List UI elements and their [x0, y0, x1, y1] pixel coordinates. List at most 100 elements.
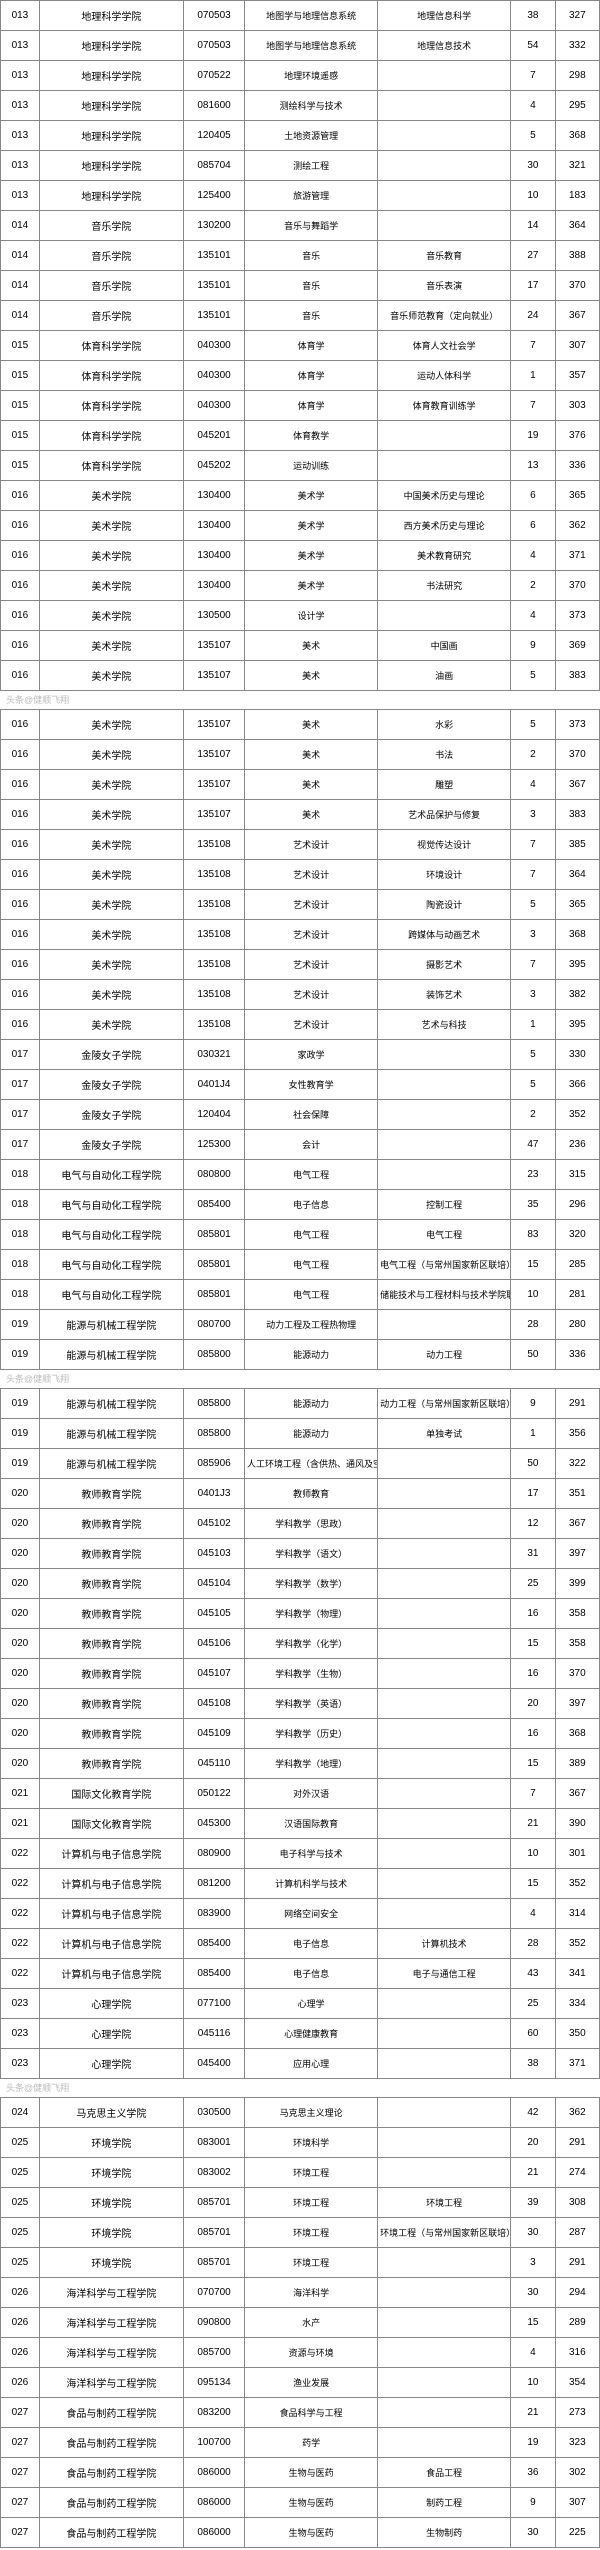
table-cell: 21 [511, 1809, 555, 1839]
table-cell: 运动训练 [245, 451, 378, 481]
table-cell: 085801 [184, 1220, 245, 1250]
table-cell: 学科教学（化学） [245, 1629, 378, 1659]
table-cell [378, 2308, 511, 2338]
table-cell [378, 2128, 511, 2158]
table-cell: 135108 [184, 920, 245, 950]
table-cell: 6 [511, 511, 555, 541]
table-row: 016美术学院130500设计学4373 [1, 601, 600, 631]
table-cell: 015 [1, 331, 40, 361]
table-row: 016美术学院135107美术雕塑4367 [1, 770, 600, 800]
table-cell: 生物与医药 [245, 2458, 378, 2488]
table-cell: 美术学院 [39, 800, 183, 830]
table-cell: 023 [1, 2019, 40, 2049]
table-row: 020教师教育学院045104学科教学（数学）25399 [1, 1569, 600, 1599]
table-cell: 2 [511, 1100, 555, 1130]
table-cell: 学科教学（数学） [245, 1569, 378, 1599]
table-cell: 183 [555, 181, 599, 211]
table-cell: 60 [511, 2019, 555, 2049]
table-cell [378, 151, 511, 181]
table-cell: 100700 [184, 2428, 245, 2458]
table-cell: 135101 [184, 271, 245, 301]
table-row: 018电气与自动化工程学院085801电气工程电气工程83320 [1, 1220, 600, 1250]
table-cell: 4 [511, 601, 555, 631]
table-cell [378, 1539, 511, 1569]
table-cell: 083002 [184, 2158, 245, 2188]
table-cell: 016 [1, 980, 40, 1010]
table-cell: 027 [1, 2458, 40, 2488]
table-cell: 395 [555, 950, 599, 980]
table-cell: 电气与自动化工程学院 [39, 1250, 183, 1280]
table-cell: 382 [555, 980, 599, 1010]
table-row: 018电气与自动化工程学院085400电子信息控制工程35296 [1, 1190, 600, 1220]
table-cell: 电子信息 [245, 1929, 378, 1959]
table-cell: 026 [1, 2338, 40, 2368]
table-row: 021国际文化教育学院045300汉语国际教育21390 [1, 1809, 600, 1839]
table-cell: 音乐 [245, 241, 378, 271]
table-cell: 美术学院 [39, 830, 183, 860]
table-cell: 4 [511, 2338, 555, 2368]
table-cell [378, 2248, 511, 2278]
table-cell: 334 [555, 1989, 599, 2019]
table-row: 026海洋科学与工程学院090800水产15289 [1, 2308, 600, 2338]
table-cell: 019 [1, 1310, 40, 1340]
table-cell: 地理科学学院 [39, 61, 183, 91]
table-cell: 心理学 [245, 1989, 378, 2019]
table-cell: 地图学与地理信息系统 [245, 1, 378, 31]
table-cell: 018 [1, 1190, 40, 1220]
table-cell: 金陵女子学院 [39, 1100, 183, 1130]
table-cell: 国际文化教育学院 [39, 1809, 183, 1839]
table-cell: 5 [511, 661, 555, 691]
table-cell: 地理科学学院 [39, 31, 183, 61]
table-cell [378, 121, 511, 151]
table-cell: 296 [555, 1190, 599, 1220]
table-cell: 教师教育学院 [39, 1689, 183, 1719]
table-cell: 美术 [245, 770, 378, 800]
table-cell: 能源与机械工程学院 [39, 1449, 183, 1479]
table-row: 019能源与机械工程学院085800能源动力单独考试1356 [1, 1419, 600, 1449]
table-cell: 026 [1, 2308, 40, 2338]
table-cell: 135107 [184, 661, 245, 691]
table-cell: 350 [555, 2019, 599, 2049]
table-row: 016美术学院135107美术中国画9369 [1, 631, 600, 661]
table-cell: 291 [555, 1389, 599, 1419]
table-cell: 单独考试 [378, 1419, 511, 1449]
table-cell: 雕塑 [378, 770, 511, 800]
table-cell: 5 [511, 890, 555, 920]
table-cell: 397 [555, 1539, 599, 1569]
table-cell: 025 [1, 2128, 40, 2158]
section-gap: 头条@健顺飞翔 [0, 2079, 600, 2097]
table-cell: 艺术设计 [245, 830, 378, 860]
table-row: 027食品与制药工程学院086000生物与医药食品工程36302 [1, 2458, 600, 2488]
table-cell: 135101 [184, 301, 245, 331]
table-cell: 计算机与电子信息学院 [39, 1839, 183, 1869]
table-cell: 016 [1, 511, 40, 541]
table-cell: 120405 [184, 121, 245, 151]
table-cell: 385 [555, 830, 599, 860]
table-cell: 050122 [184, 1779, 245, 1809]
table-cell: 022 [1, 1839, 40, 1869]
table-row: 022计算机与电子信息学院085400电子信息计算机技术28352 [1, 1929, 600, 1959]
table-cell: 音乐学院 [39, 211, 183, 241]
table-cell: 美术学院 [39, 571, 183, 601]
table-cell: 心理健康教育 [245, 2019, 378, 2049]
table-cell: 135107 [184, 800, 245, 830]
table-row: 019能源与机械工程学院085800能源动力动力工程50336 [1, 1340, 600, 1370]
table-cell: 3 [511, 980, 555, 1010]
table-cell: 能源动力 [245, 1419, 378, 1449]
table-cell: 2 [511, 740, 555, 770]
table-cell: 83 [511, 1220, 555, 1250]
table-cell: 4 [511, 1899, 555, 1929]
table-cell: 金陵女子学院 [39, 1130, 183, 1160]
table-cell: 食品科学与工程 [245, 2398, 378, 2428]
table-cell: 017 [1, 1130, 40, 1160]
table-cell [378, 2158, 511, 2188]
table-cell: 7 [511, 61, 555, 91]
table-cell: 016 [1, 481, 40, 511]
table-cell: 美术学院 [39, 740, 183, 770]
table-row: 013地理科学学院120405土地资源管理5368 [1, 121, 600, 151]
table-row: 015体育科学学院045201体育教学19376 [1, 421, 600, 451]
table-cell: 020 [1, 1479, 40, 1509]
table-cell: 25 [511, 1989, 555, 2019]
table-cell: 音乐师范教育（定向就业） [378, 301, 511, 331]
table-row: 025环境学院085701环境工程环境工程39308 [1, 2188, 600, 2218]
